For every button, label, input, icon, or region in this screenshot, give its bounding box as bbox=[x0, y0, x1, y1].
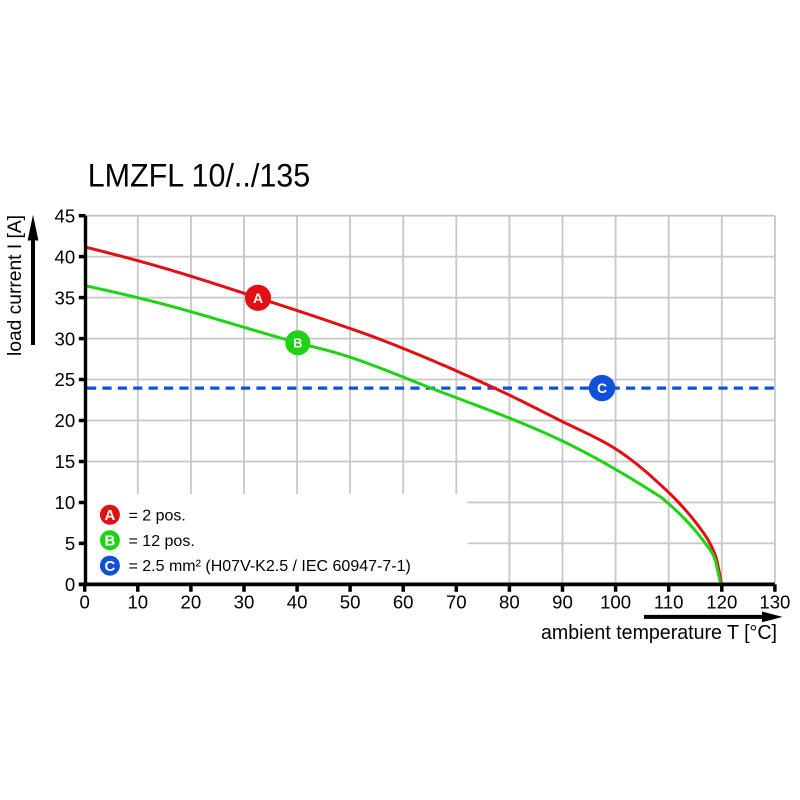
svg-text:C: C bbox=[104, 558, 115, 575]
svg-text:0: 0 bbox=[80, 592, 90, 613]
svg-text:ambient temperature T [°C]: ambient temperature T [°C] bbox=[541, 622, 777, 644]
svg-text:45: 45 bbox=[55, 205, 76, 226]
svg-text:30: 30 bbox=[55, 328, 76, 349]
svg-text:= 12 pos.: = 12 pos. bbox=[129, 533, 195, 550]
svg-text:35: 35 bbox=[55, 287, 76, 308]
svg-text:B: B bbox=[293, 335, 302, 350]
svg-text:10: 10 bbox=[127, 592, 148, 613]
svg-text:100: 100 bbox=[600, 592, 631, 613]
svg-text:90: 90 bbox=[552, 592, 573, 613]
svg-text:A: A bbox=[253, 290, 263, 306]
svg-text:B: B bbox=[104, 533, 115, 550]
svg-text:60: 60 bbox=[393, 592, 414, 613]
svg-text:C: C bbox=[597, 380, 607, 396]
svg-text:= 2 pos.: = 2 pos. bbox=[129, 507, 186, 524]
svg-text:15: 15 bbox=[55, 451, 76, 472]
svg-text:25: 25 bbox=[55, 369, 76, 390]
svg-text:40: 40 bbox=[287, 592, 308, 613]
svg-text:load current I [A]: load current I [A] bbox=[4, 215, 26, 356]
svg-text:0: 0 bbox=[65, 574, 75, 595]
svg-text:20: 20 bbox=[181, 592, 202, 613]
svg-text:= 2.5 mm² (H07V-K2.5 / IEC 609: = 2.5 mm² (H07V-K2.5 / IEC 60947-7-1) bbox=[129, 558, 411, 575]
svg-text:120: 120 bbox=[706, 592, 737, 613]
svg-text:30: 30 bbox=[234, 592, 255, 613]
svg-text:110: 110 bbox=[654, 592, 684, 613]
svg-text:A: A bbox=[104, 507, 115, 524]
svg-text:5: 5 bbox=[65, 533, 75, 554]
svg-text:70: 70 bbox=[446, 592, 467, 613]
svg-text:130: 130 bbox=[759, 592, 790, 613]
svg-text:50: 50 bbox=[340, 592, 361, 613]
svg-text:80: 80 bbox=[499, 592, 520, 613]
svg-text:20: 20 bbox=[55, 410, 76, 431]
svg-text:10: 10 bbox=[55, 492, 76, 513]
svg-text:40: 40 bbox=[55, 246, 76, 267]
svg-text:LMZFL 10/../135: LMZFL 10/../135 bbox=[88, 156, 311, 193]
